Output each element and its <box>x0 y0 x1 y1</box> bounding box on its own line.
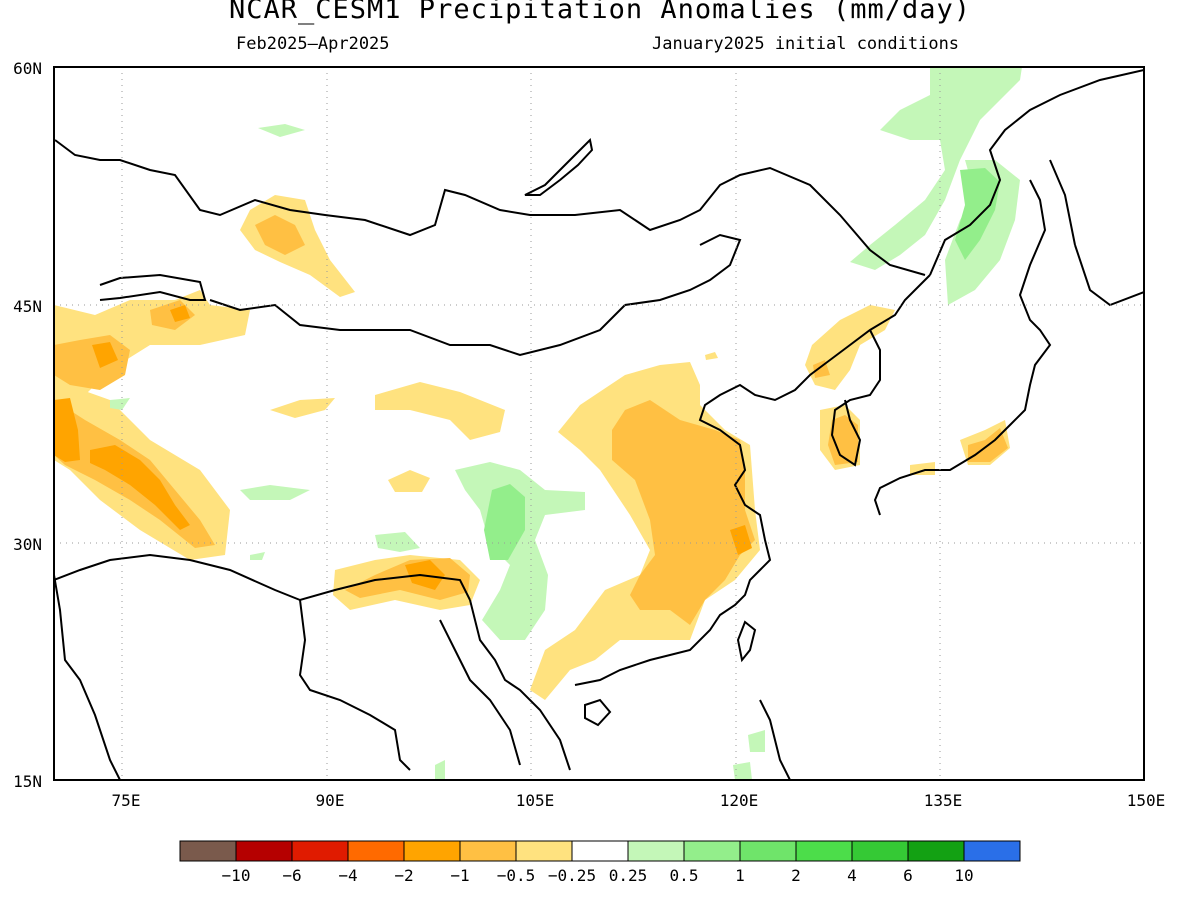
colorbar-label: 10 <box>954 866 973 885</box>
lat-label-45n: 45N <box>13 297 42 316</box>
colorbar-swatch <box>515 840 573 862</box>
colorbar-label: 2 <box>791 866 801 885</box>
colorbar-label: 6 <box>903 866 913 885</box>
map-frame <box>53 66 1145 781</box>
lon-label-135e: 135E <box>924 791 963 810</box>
colorbar-swatch <box>291 840 349 862</box>
colorbar-swatch <box>627 840 685 862</box>
latitude-labels: 60N 45N 30N 15N <box>13 59 42 791</box>
colorbar-swatch <box>851 840 909 862</box>
lat-label-60n: 60N <box>13 59 42 78</box>
longitude-labels: 75E 90E 105E 120E 135E 150E <box>112 791 1166 810</box>
anomaly-field <box>54 67 1022 780</box>
colorbar-label: −2 <box>394 866 413 885</box>
lon-label-150e: 150E <box>1127 791 1166 810</box>
colorbar-swatch <box>571 840 629 862</box>
colorbar-labels: −10 −6 −4 −2 −1 −0.5 −0.25 0.25 0.5 1 2 4 6 10 <box>222 866 974 885</box>
colorbar-swatch <box>683 840 741 862</box>
lon-label-90e: 90E <box>316 791 345 810</box>
initial-conditions: January2025 initial conditions <box>652 34 960 54</box>
lat-label-15n: 15N <box>13 772 42 791</box>
colorbar-swatch <box>235 840 293 862</box>
colorbar-swatch <box>403 840 461 862</box>
colorbar-swatch <box>963 840 1021 862</box>
colorbar-label: −1 <box>450 866 469 885</box>
colorbar-swatch <box>907 840 965 862</box>
forecast-period: Feb2025–Apr2025 <box>236 34 390 54</box>
lon-label-120e: 120E <box>720 791 759 810</box>
lat-label-30n: 30N <box>13 535 42 554</box>
colorbar-swatch <box>179 840 237 862</box>
colorbar-label: −6 <box>282 866 301 885</box>
colorbar-label: 0.5 <box>670 866 699 885</box>
colorbar-label: 0.25 <box>609 866 648 885</box>
colorbar <box>179 840 1021 862</box>
colorbar-swatch <box>795 840 853 862</box>
colorbar-label: −10 <box>222 866 251 885</box>
colorbar-swatch <box>347 840 405 862</box>
map-title: NCAR_CESM1 Precipitation Anomalies (mm/d… <box>229 0 971 25</box>
graticule <box>54 67 1144 780</box>
colorbar-swatch <box>739 840 797 862</box>
colorbar-label: 1 <box>735 866 745 885</box>
coastlines <box>54 69 1144 780</box>
lon-label-105e: 105E <box>516 791 555 810</box>
colorbar-label: 4 <box>847 866 857 885</box>
colorbar-label: −4 <box>338 866 357 885</box>
colorbar-label: −0.5 <box>497 866 536 885</box>
lon-label-75e: 75E <box>112 791 141 810</box>
colorbar-label: −0.25 <box>548 866 596 885</box>
colorbar-swatch <box>459 840 517 862</box>
